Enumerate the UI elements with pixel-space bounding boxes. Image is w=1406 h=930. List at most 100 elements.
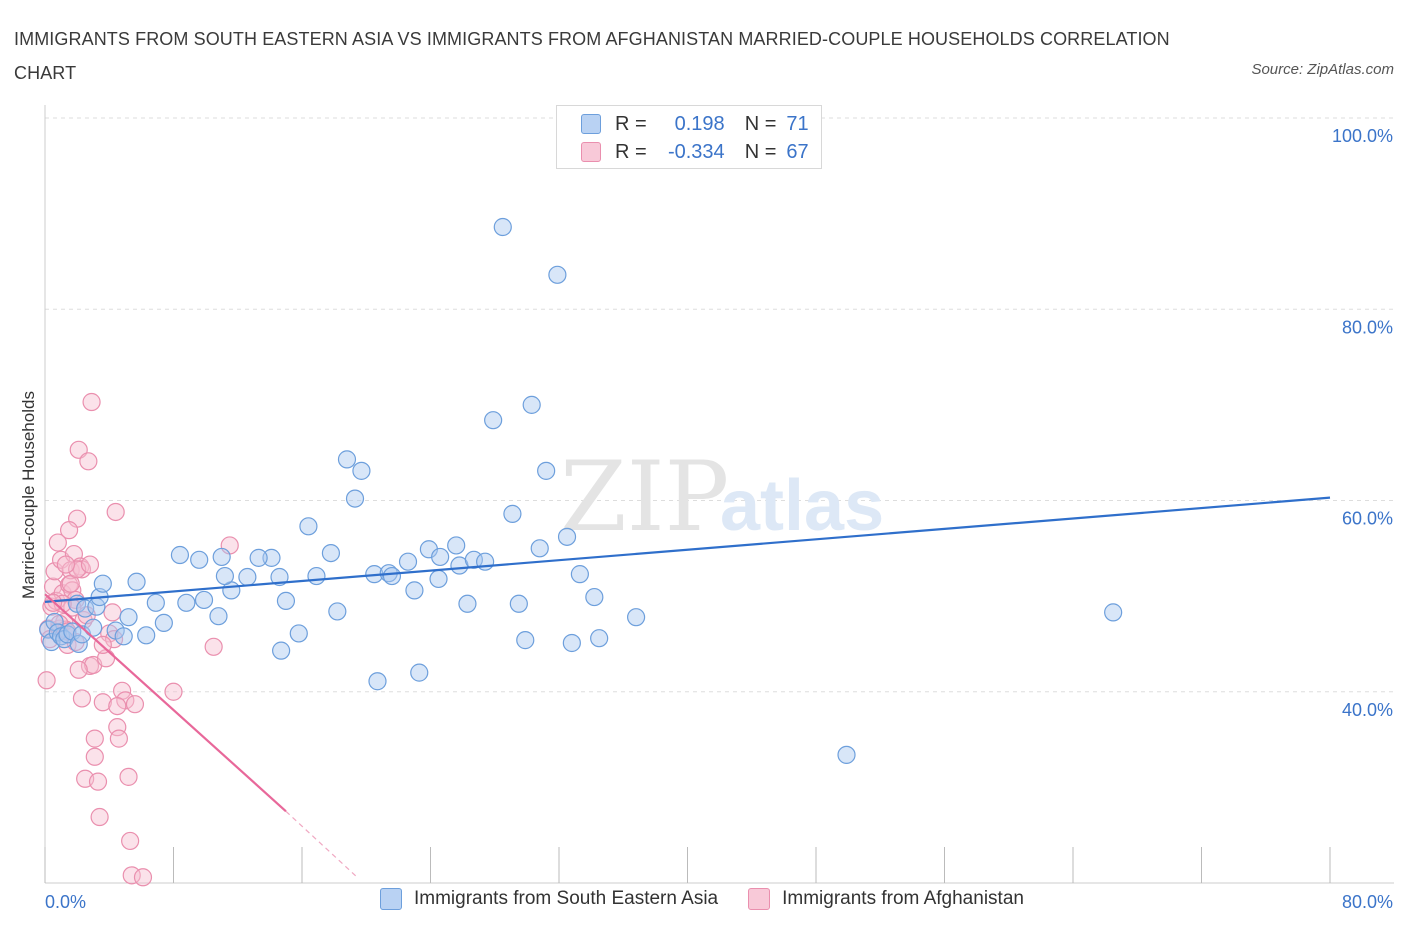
y-tick-label: 60.0% [1342, 509, 1393, 529]
south-eastern-asia-point [516, 631, 535, 650]
afghanistan-point [121, 831, 140, 851]
pink-trend-extension [285, 810, 359, 879]
south-eastern-asia-point [352, 461, 371, 480]
afghanistan-point [79, 452, 98, 471]
south-eastern-asia-point [93, 574, 112, 593]
south-eastern-asia-point [307, 566, 326, 586]
afghanistan-point [37, 671, 56, 690]
afghanistan-points [37, 392, 239, 887]
afghanistan-point [122, 866, 141, 885]
afghanistan-point [93, 693, 112, 712]
x-tick-label: 0.0% [45, 892, 86, 912]
south-eastern-asia-point [557, 527, 577, 546]
blue-trend-line [44, 496, 1331, 603]
south-eastern-asia-point [177, 593, 196, 612]
afghanistan-point [85, 747, 104, 766]
afghanistan-point [85, 729, 104, 748]
r-label: R = [615, 112, 647, 135]
n-value: 67 [786, 140, 809, 163]
south-eastern-asia-point [530, 539, 549, 558]
series-legend: Immigrants from South Eastern Asia Immig… [380, 888, 1054, 910]
afghanistan-point [108, 718, 127, 737]
legend-label: Immigrants from South Eastern Asia [414, 888, 719, 909]
south-eastern-asia-point [464, 550, 483, 569]
south-eastern-asia-point [76, 599, 95, 618]
afghanistan-point [43, 577, 63, 596]
trend-lines [44, 496, 1331, 879]
south-eastern-asia-point [431, 547, 450, 567]
south-eastern-asia-point [522, 395, 541, 414]
south-eastern-asia-point [215, 566, 234, 586]
south-eastern-asia-point [299, 517, 318, 536]
south-eastern-asia-point [289, 624, 308, 643]
south-eastern-asia-point [137, 626, 156, 645]
afghanistan-point [109, 729, 128, 748]
south-eastern-asia-point [249, 548, 268, 567]
south-eastern-asia-point [209, 607, 228, 626]
south-eastern-asia-point [262, 548, 281, 567]
afghanistan-point [80, 555, 100, 574]
south-eastern-asia-point [585, 587, 604, 607]
watermark-zip: ZIP [560, 441, 729, 553]
south-eastern-asia-point [537, 461, 556, 480]
south-eastern-asia-point [1104, 603, 1123, 622]
legend-row-pink: R = -0.334 N = 67 [581, 138, 809, 166]
south-eastern-asia-point [194, 590, 214, 610]
watermark-atlas: atlas [720, 466, 884, 546]
correlation-legend: R = 0.198 N = 71 R = -0.334 N = 67 [556, 105, 822, 169]
afghanistan-point [56, 555, 75, 574]
afghanistan-point [48, 533, 67, 552]
afghanistan-point [204, 637, 223, 656]
south-eastern-asia-point [345, 489, 365, 508]
source-label: Source: ZipAtlas.com [1251, 61, 1394, 78]
south-eastern-asia-point [493, 217, 512, 237]
r-value: 0.198 [674, 112, 725, 135]
legend-item-south-eastern-asia: Immigrants from South Eastern Asia [380, 888, 718, 910]
south-eastern-asia-point [51, 627, 71, 646]
pink-trend-line [44, 593, 287, 813]
afghanistan-point [69, 660, 88, 679]
south-eastern-asia-point [127, 572, 146, 591]
legend-item-afghanistan: Immigrants from Afghanistan [748, 888, 1024, 910]
south-eastern-asia-point [570, 565, 589, 584]
x-tick-label: 80.0% [1342, 892, 1393, 912]
legend-label: Immigrants from Afghanistan [782, 888, 1024, 909]
south-eastern-asia-point [398, 552, 418, 571]
legend-row-blue: R = 0.198 N = 71 [581, 110, 809, 138]
afghanistan-point [82, 392, 101, 412]
south-eastern-asia-point [270, 567, 289, 587]
south-eastern-asia-point [190, 550, 209, 569]
chart-title: IMMIGRANTS FROM SOUTH EASTERN ASIA VS IM… [14, 29, 1170, 83]
south-eastern-asia-point [272, 641, 291, 660]
south-eastern-asia-point [837, 745, 856, 764]
south-eastern-asia-point [337, 450, 357, 469]
r-label: R = [615, 140, 647, 163]
pink-swatch-icon [581, 142, 601, 162]
afghanistan-point [59, 521, 79, 540]
south-eastern-asia-point [212, 547, 231, 567]
south-eastern-asia-point [276, 591, 296, 611]
y-tick-label: 100.0% [1332, 126, 1393, 146]
south-eastern-asia-point [562, 633, 581, 653]
afghanistan-point [72, 689, 92, 708]
south-eastern-asia-point [405, 581, 424, 600]
blue-swatch-icon [380, 888, 402, 910]
south-eastern-asia-point [69, 634, 88, 654]
afghanistan-point [164, 682, 183, 701]
y-axis-title: Married-couple Households [19, 391, 38, 599]
afghanistan-point [125, 695, 145, 714]
south-eastern-asia-point [119, 608, 138, 627]
south-eastern-asia-point [626, 608, 646, 627]
south-eastern-asia-point [146, 593, 165, 612]
south-eastern-asia-point [238, 567, 257, 587]
r-value: -0.334 [667, 140, 725, 163]
south-eastern-asia-point [548, 265, 567, 284]
n-label: N = [744, 112, 777, 135]
n-label: N = [744, 140, 777, 163]
afghanistan-point [106, 502, 125, 522]
afghanistan-point [88, 772, 108, 791]
south-eastern-asia-point [170, 545, 190, 565]
pink-swatch-icon [748, 888, 771, 910]
afghanistan-point [119, 767, 138, 786]
